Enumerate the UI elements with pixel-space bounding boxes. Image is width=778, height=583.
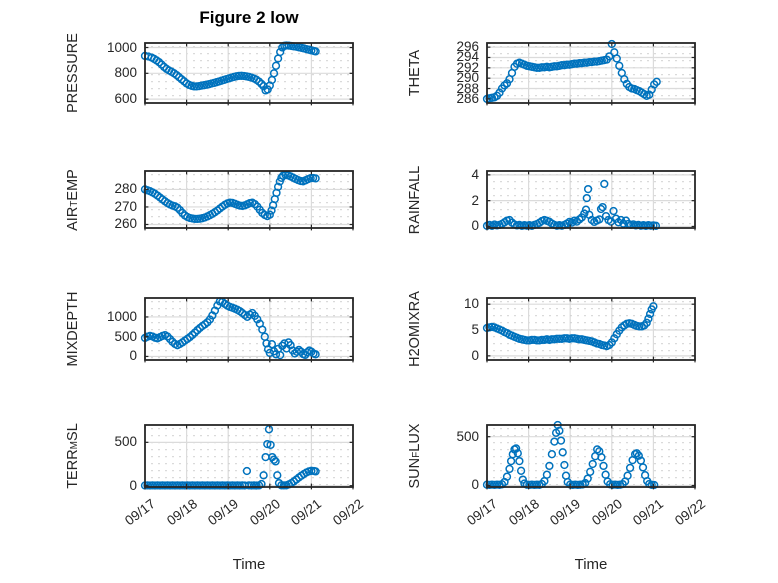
y-tick-label: 500	[114, 434, 137, 450]
tick-marks	[486, 425, 696, 490]
x-axis-label-right: Time	[574, 556, 608, 573]
y-tick-label: 290	[456, 70, 479, 86]
y-tick-label: 500	[114, 328, 137, 344]
tick-marks	[144, 425, 354, 490]
scatter-points-theta	[482, 39, 661, 104]
y-tick-label: 1000	[106, 39, 137, 55]
y-tick-label: 292	[456, 59, 479, 75]
axes-box	[486, 297, 696, 361]
y-tick-label: 270	[114, 198, 137, 214]
axes-box	[144, 170, 354, 229]
scatter-points-terr_msl	[140, 425, 320, 490]
minor-grid	[151, 46, 349, 102]
y-tick-label: 280	[114, 181, 137, 197]
tick-marks	[144, 298, 354, 363]
y-tick-label: 296	[456, 39, 479, 55]
major-grid	[487, 43, 695, 103]
ylabel-sun_flux: SUN F LUX	[407, 423, 423, 489]
major-grid	[487, 298, 695, 360]
y-tick-label: 4	[471, 166, 479, 182]
scatter-points-rainfall	[482, 179, 661, 230]
y-tick-label: 10	[463, 296, 479, 312]
y-tick-label: 294	[456, 49, 479, 65]
axes-box	[486, 42, 696, 104]
y-tick-label: 0	[471, 347, 479, 363]
y-tick-label: 0	[129, 348, 137, 364]
tick-marks	[486, 298, 696, 363]
y-tick-label: 800	[114, 65, 137, 81]
ylabel-terr_msl: TERR M SL	[65, 423, 81, 489]
scatter-points-air_temp	[140, 170, 320, 224]
y-tick-label: 2	[471, 192, 479, 208]
y-tick-label: 260	[114, 216, 137, 232]
axes-box	[144, 297, 354, 361]
axes-box	[486, 424, 696, 488]
figure-title: Figure 2 low	[199, 8, 299, 27]
minor-grid	[151, 428, 349, 486]
scatter-points-mixdepth	[140, 297, 320, 360]
axes-box	[144, 424, 354, 488]
tick-marks	[144, 43, 354, 106]
y-tick-label: 0	[471, 477, 479, 493]
y-tick-label: 600	[114, 91, 137, 107]
y-tick-label: 288	[456, 80, 479, 96]
x-axis-label-left: Time	[232, 556, 266, 573]
y-tick-label: 1000	[106, 308, 137, 324]
y-tick-label: 5	[471, 322, 479, 338]
y-tick-label: 0	[129, 477, 137, 493]
axes-box	[486, 170, 696, 229]
tick-marks	[486, 171, 696, 231]
tick-marks	[486, 43, 696, 106]
y-tick-label: 286	[456, 90, 479, 106]
y-tick-label: 0	[471, 218, 479, 234]
tick-marks	[144, 171, 354, 231]
minor-grid	[151, 301, 349, 359]
y-tick-label: 500	[456, 428, 479, 444]
minor-grid	[493, 46, 691, 102]
scatter-points-h2omixra	[482, 302, 658, 351]
